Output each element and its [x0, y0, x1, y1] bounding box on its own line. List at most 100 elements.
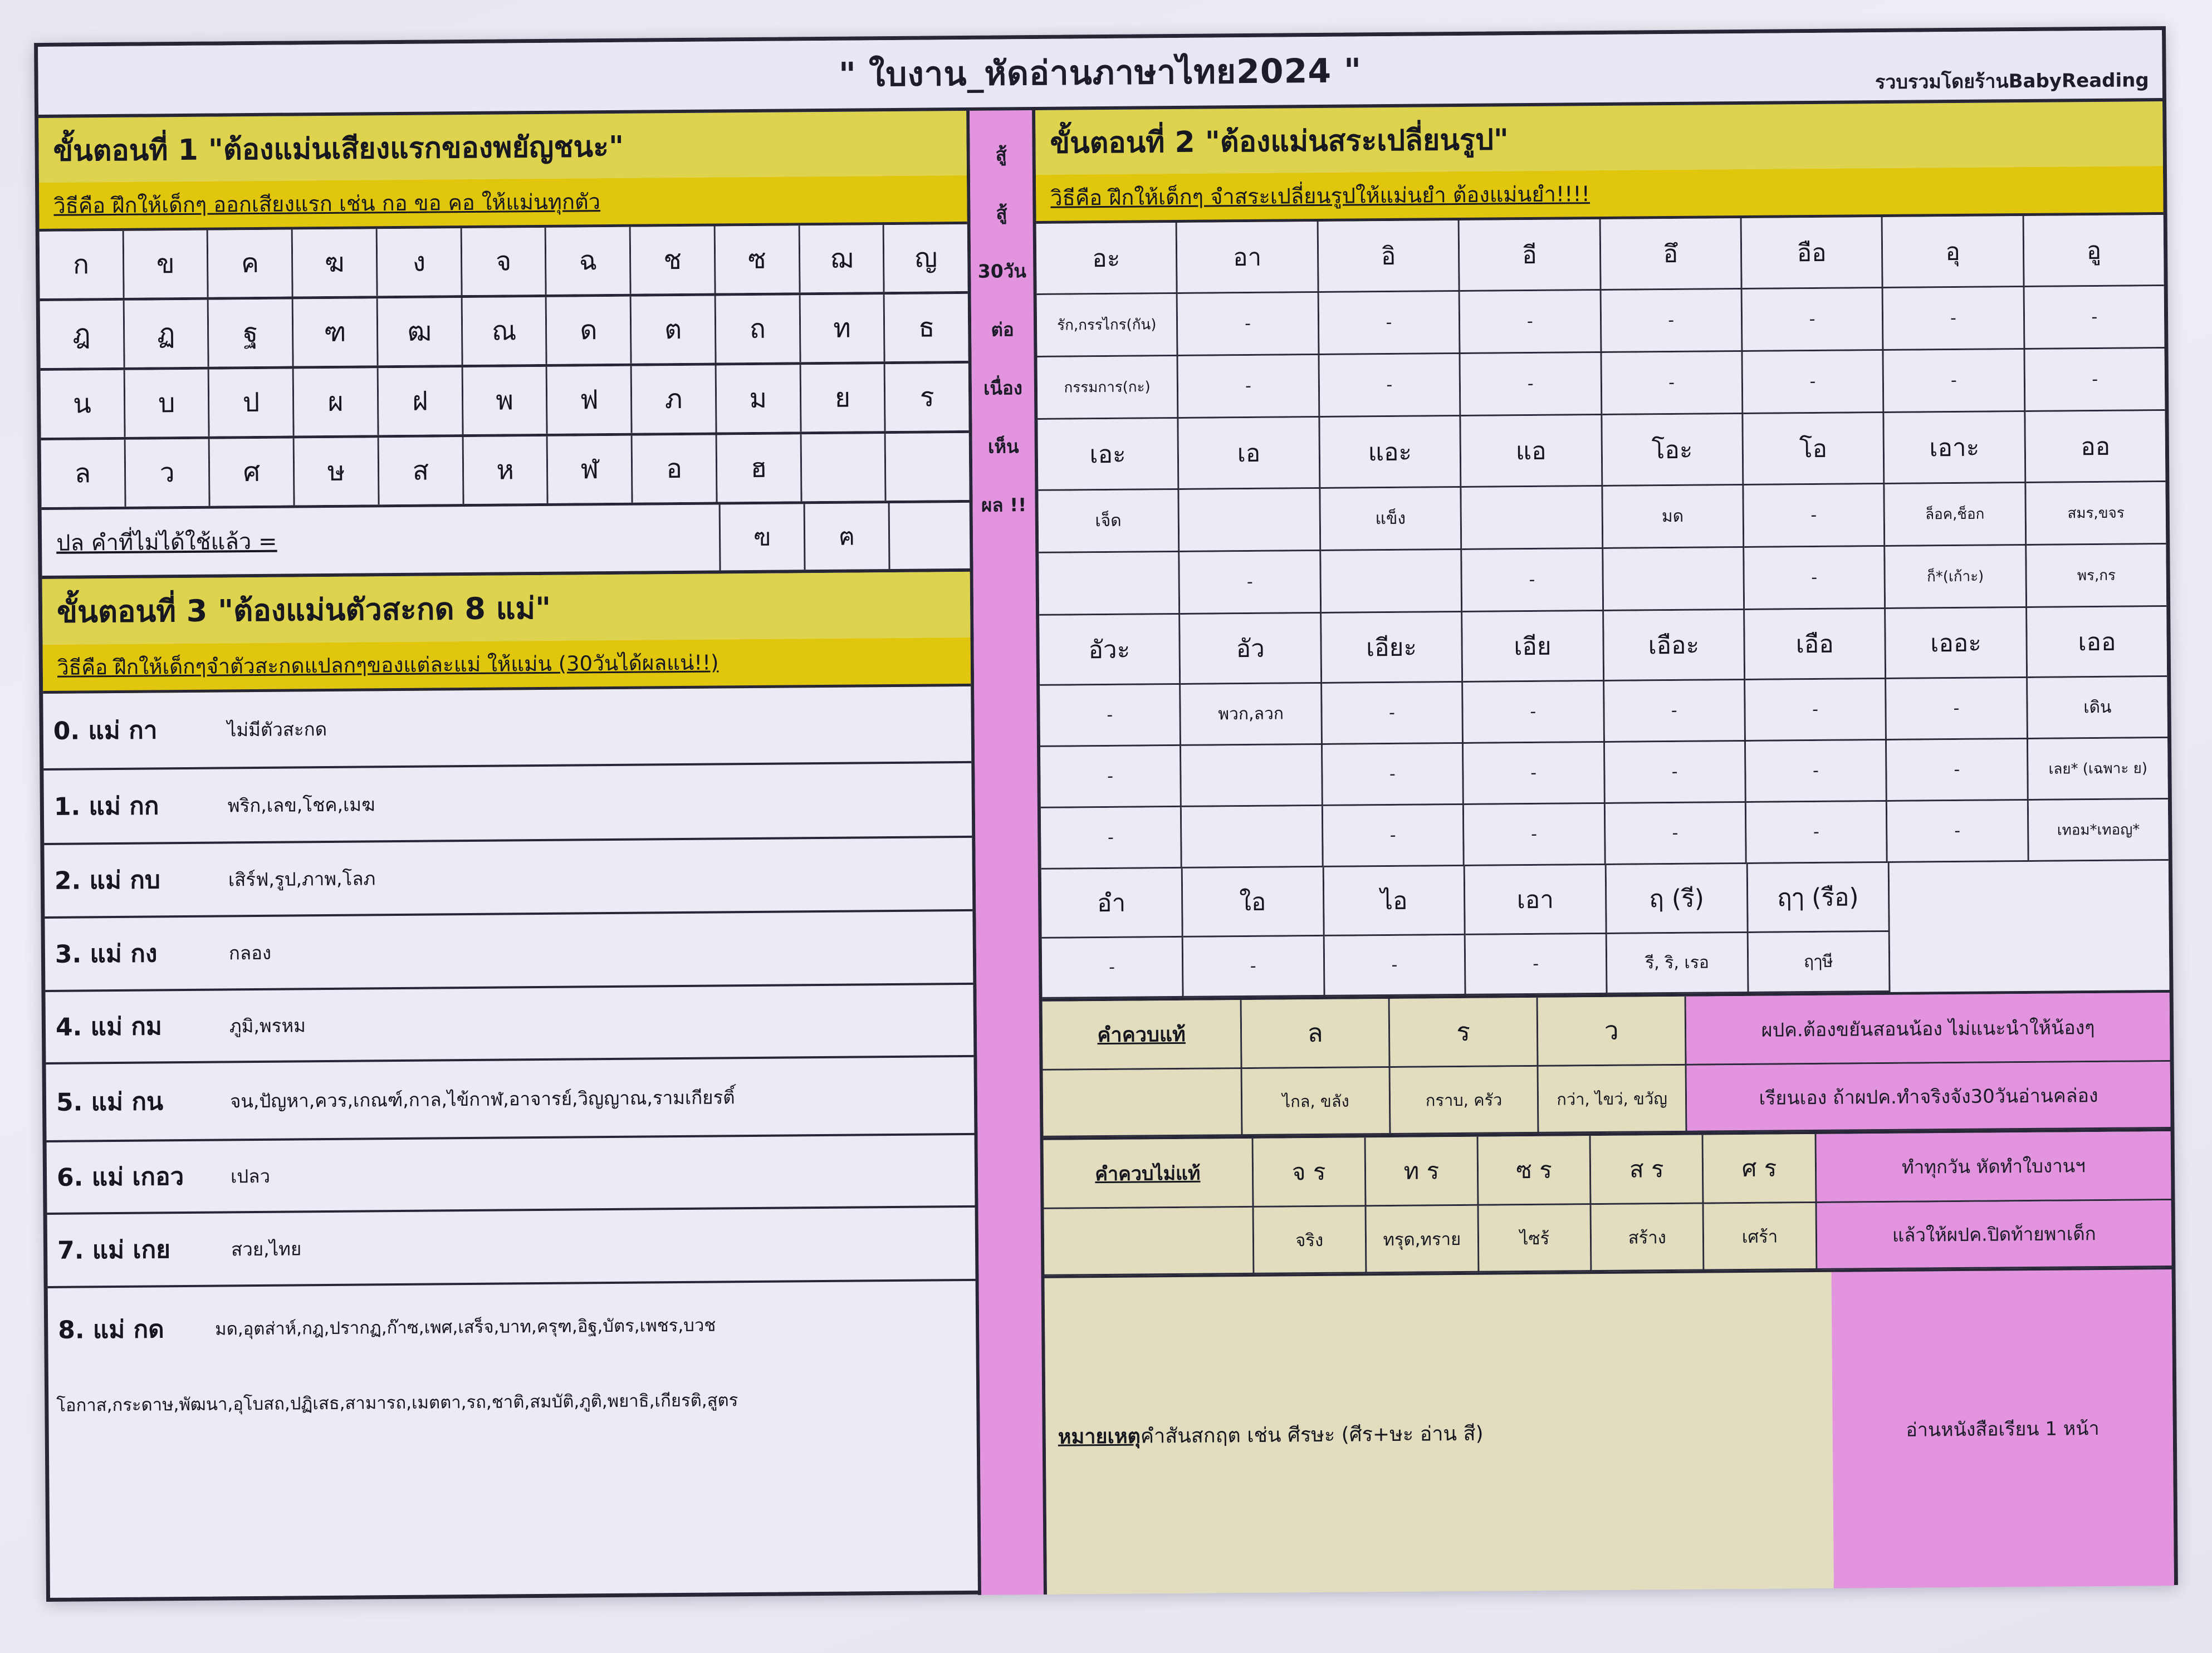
consonant-cell: ผ: [293, 368, 379, 436]
consonant-cell: ด: [547, 296, 632, 364]
consonant-cell: ฑ: [293, 298, 379, 366]
vowel-example: -: [1604, 680, 1746, 743]
consonant-cell-empty: [801, 434, 887, 502]
vowel-cell: ใอ: [1182, 867, 1325, 938]
vowel-example: เจ็ด: [1038, 489, 1180, 553]
consonant-cell: ณ: [462, 297, 548, 365]
vowel-example: -: [1887, 739, 2029, 802]
consonant-row: ล ว ศ ษ ส ห ฬ อ ฮ: [41, 433, 970, 510]
true-cluster-spacer: [1043, 1069, 1243, 1137]
step1-heading: ขั้นตอนที่ 1 "ต้องแม่นเสียงแรกของพยัญชนะ…: [38, 110, 967, 183]
vowel-example: -: [1460, 352, 1602, 416]
vowel-cell: อึ: [1601, 218, 1743, 291]
consonant-cell: อ: [632, 435, 718, 503]
vowel-example: -: [1744, 484, 1886, 548]
vowel-example: -: [1742, 288, 1884, 352]
false-cluster-char: จ ร: [1253, 1137, 1367, 1208]
consonant-cell: ส: [379, 437, 464, 505]
consonant-cell: ก: [39, 230, 125, 299]
vowel-example: -: [2025, 349, 2165, 413]
motivation-strip: สู้ สู้ 30วัน ต่อ เนื่อง เห็น ผล !!: [970, 110, 1048, 1595]
vowel-example-row: - - - - - - เทอม*เทอญ*: [1040, 799, 2169, 870]
worksheet-sheet: " ใบงาน_หัดอ่านภาษาไทย2024 " รวบรวมโดยร้…: [34, 26, 2178, 1602]
vowel-example: -: [1041, 937, 1184, 999]
vowel-example-row: - พวก,ลวก - - - - - เดิน: [1040, 677, 2167, 747]
maa-name: 3. แม่ กง: [55, 939, 158, 969]
vowel-example: สมร,ขจร: [2026, 482, 2166, 546]
true-cluster-example: ไกล, ขลัง: [1242, 1068, 1391, 1136]
consonant-cell: พ: [463, 366, 549, 435]
maa-examples: สวย,ไทย: [231, 1237, 302, 1260]
maa-name: 7. แม่ เกย: [57, 1235, 171, 1265]
consonant-cell: ฆ: [292, 229, 378, 297]
step1-method: วิธีคือ ฝึกให้เด็กๆ ออกเสียงแรก เช่น กอ …: [39, 175, 967, 232]
page-title: " ใบงาน_หัดอ่านภาษาไทย2024 ": [838, 51, 1362, 95]
consonant-cell: ฝ: [378, 367, 464, 435]
false-cluster-header-row: คำควบไม่แท้ จ ร ท ร ซ ร ส ร ศ ร ทำทุกวัน…: [1043, 1129, 2171, 1209]
vowel-cell: เอือ: [1745, 609, 1887, 680]
footnote-label: หมายเหตุ: [1058, 1425, 1141, 1449]
vowel-cell: เออะ: [1886, 608, 2028, 679]
consonant-cell: ล: [41, 439, 126, 507]
maa-name: 8. แม่ กด: [58, 1315, 164, 1345]
maa-row: 6. แม่ เกอว เปลว: [46, 1135, 975, 1215]
maa-examples: ภูมิ,พรหม: [229, 1014, 306, 1037]
maa-name: 1. แม่ กก: [53, 792, 159, 821]
pink-note-1: ผปค.ต้องขยันสอนน้อง ไม่แนะนำให้น้องๆ: [1686, 993, 2170, 1066]
vowel-example: -: [1460, 290, 1602, 354]
consonant-cell: ป: [209, 369, 295, 436]
maa-name: 0. แม่ กา: [53, 716, 158, 745]
vowel-cell: เอาะ: [1884, 412, 2027, 484]
vowel-example: ก็*(เก้าะ): [1885, 546, 2027, 609]
false-cluster-label: คำควบไม่แท้: [1043, 1138, 1254, 1209]
maa-name: 2. แม่ กบ: [54, 866, 160, 895]
vowel-example: -: [1324, 935, 1466, 997]
maa-row: 4. แม่ กม ภูมิ,พรหม: [45, 984, 974, 1065]
vowel-cell: เออ: [2027, 607, 2167, 678]
vowel-example: พร,กร: [2026, 545, 2167, 608]
maa-row: 7. แม่ เกย สวย,ไทย: [47, 1207, 976, 1288]
consonant-cell: จ: [462, 227, 547, 296]
vowel-example: เทอม*เทอญ*: [2028, 799, 2169, 862]
consonant-row: ก ข ค ฆ ง จ ฉ ช ซ ฌ ญ: [39, 224, 968, 302]
vowel-example: -: [1465, 934, 1608, 995]
true-cluster-example: กว่า, ไขว่, ขวัญ: [1538, 1065, 1687, 1134]
motivation-word: ต่อ: [991, 318, 1014, 341]
consonant-cell: ซ: [715, 225, 801, 293]
vowel-cell: อุ: [1882, 216, 2025, 289]
false-cluster-example: สร้าง: [1591, 1204, 1705, 1272]
false-cluster-label-text: คำควบไม่แท้: [1095, 1162, 1201, 1185]
false-cluster-example-row: จริง ทรุด,ทราย ไซร้ สร้าง เศร้า แล้วให้ผ…: [1044, 1200, 2172, 1276]
vowel-cell: อัวะ: [1039, 614, 1181, 686]
consonant-cell: ง: [377, 228, 463, 296]
credit-label: รวบรวมโดยร้านBabyReading: [1875, 69, 2149, 94]
motivation-word: 30วัน: [977, 260, 1026, 282]
footnote-row: หมายเหตุ คำสันสกฤต เช่น ศีรษะ (ศีร+ษะ อ่…: [1044, 1267, 2174, 1595]
vowel-example-row: - - - ก็*(เก้าะ) พร,กร: [1039, 545, 2167, 616]
footnote: หมายเหตุ คำสันสกฤต เช่น ศีรษะ (ศีร+ษะ อ่…: [1044, 1269, 1834, 1595]
consonant-cell: ภ: [632, 365, 717, 433]
vowel-example: -: [1605, 802, 1747, 865]
step2-method-text: วิธีคือ ฝึกให้เด็กๆ จำสระเปลี่ยนรูปให้แม…: [1050, 182, 1591, 210]
vowel-example: -: [1887, 800, 2029, 863]
vowel-example: -: [1322, 743, 1465, 806]
consonant-cell: ฬ: [548, 435, 633, 503]
maa-examples: เสิร์ฟ,รูป,ภาพ,โลภ: [228, 867, 376, 890]
motivation-word: ผล !!: [981, 494, 1027, 516]
vowel-example: -: [1883, 350, 2026, 414]
vowel-example: -: [1323, 805, 1465, 867]
obsolete-letters-spacer: [888, 502, 970, 570]
vowel-example: [1181, 744, 1323, 807]
false-cluster-char: ซ ร: [1478, 1136, 1592, 1206]
consonant-cell: ต: [631, 296, 717, 364]
vowel-example: -: [1744, 546, 1886, 610]
false-cluster-char: ส ร: [1591, 1135, 1704, 1205]
vowel-cell-empty: [2029, 930, 2170, 991]
consonant-cell: น: [40, 370, 126, 438]
vowel-example: -: [1745, 740, 1888, 803]
true-cluster-header-row: คำควบแท้ ล ร ว ผปค.ต้องขยันสอนน้อง ไม่แน…: [1042, 990, 2170, 1071]
consonant-cell: ฟ: [547, 366, 633, 434]
consonant-cell: บ: [125, 369, 211, 437]
consonant-cell: ฎ: [40, 300, 125, 369]
